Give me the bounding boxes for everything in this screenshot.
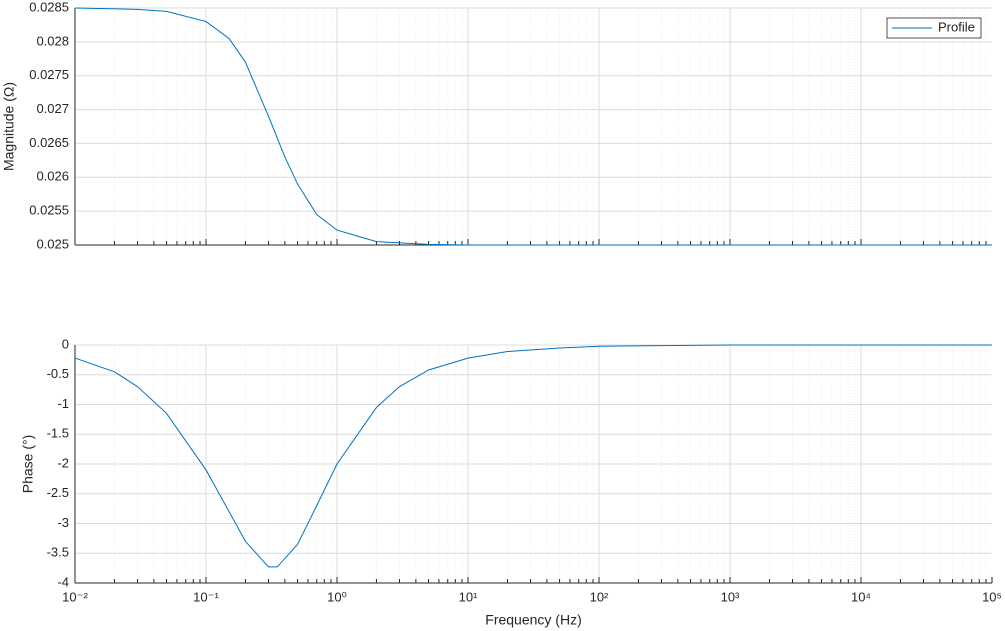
x-tick-label: 10² [590, 589, 609, 604]
x-tick-label: 10⁰ [327, 589, 347, 604]
y-tick-label: -2.5 [47, 485, 69, 500]
y-tick-label: 0.0285 [29, 0, 69, 14]
y-tick-label: 0.0275 [29, 67, 69, 82]
y-tick-label: 0.025 [36, 236, 69, 251]
x-tick-label: 10⁻² [62, 589, 88, 604]
x-tick-label: 10¹ [459, 589, 478, 604]
y-tick-label: 0.0265 [29, 135, 69, 150]
legend-label: Profile [938, 19, 975, 34]
y-tick-label: 0.026 [36, 169, 69, 184]
x-tick-label: 10⁴ [851, 589, 871, 604]
y-tick-label: -4 [57, 574, 69, 589]
y-tick-label: 0.028 [36, 33, 69, 48]
y-tick-label: -2 [57, 455, 69, 470]
y-tick-label: -1 [57, 396, 69, 411]
y-tick-label: 0 [62, 336, 69, 351]
y-axis-label: Magnitude (Ω) [1, 82, 17, 171]
x-tick-label: 10³ [721, 589, 740, 604]
y-tick-label: 0.0255 [29, 203, 69, 218]
x-tick-label: 10⁻¹ [193, 589, 219, 604]
data-line [74, 7, 992, 246]
legend: Profile [886, 17, 982, 39]
y-axis-label: Phase (°) [20, 435, 36, 494]
x-tick-label: 10⁵ [982, 589, 1002, 604]
legend-box [886, 17, 982, 39]
data-line [74, 344, 992, 568]
y-tick-label: -3 [57, 515, 69, 530]
y-tick-label: 0.027 [36, 101, 69, 116]
y-tick-label: -3.5 [47, 545, 69, 560]
y-tick-label: -1.5 [47, 426, 69, 441]
y-tick-label: -0.5 [47, 366, 69, 381]
x-axis-label: Frequency (Hz) [485, 612, 581, 628]
